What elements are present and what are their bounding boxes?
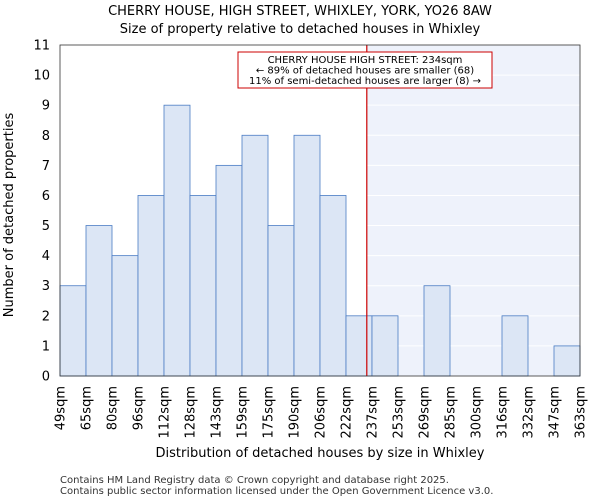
y-tick-label: 8 [42,129,50,144]
bar [553,345,581,377]
y-tick-label: 0 [42,370,50,385]
bar [163,104,191,377]
larger-region-shade [366,45,580,376]
bar [189,195,217,377]
bar [111,255,139,377]
x-tick-label: 347sqm [548,386,563,439]
bar [345,315,373,377]
bar [501,315,529,377]
x-tick-label: 332sqm [522,386,537,439]
bar [371,315,399,377]
y-tick-label: 10 [33,69,50,84]
bar [423,285,451,377]
chart-subtitle: Size of property relative to detached ho… [120,22,481,37]
x-tick-label: 159sqm [236,386,251,439]
x-axis-label: Distribution of detached houses by size … [156,446,485,461]
footer-line-1: Contains HM Land Registry data © Crown c… [60,475,449,486]
x-tick-label: 80sqm [106,386,121,430]
x-tick-label: 300sqm [470,386,485,439]
footer-line-2: Contains public sector information licen… [60,486,493,497]
x-tick-label: 237sqm [366,386,381,439]
y-tick-label: 9 [42,99,50,114]
annotation-line-2: ← 89% of detached houses are smaller (68… [256,66,474,77]
y-tick-label: 5 [42,219,50,234]
x-tick-label: 190sqm [288,386,303,439]
y-tick-label: 1 [42,339,50,354]
chart-title: CHERRY HOUSE, HIGH STREET, WHIXLEY, YORK… [108,4,492,19]
x-tick-label: 96sqm [132,386,147,430]
x-tick-label: 222sqm [340,386,355,439]
y-tick-label: 7 [42,159,50,174]
x-tick-label: 269sqm [418,386,433,439]
annotation-box: CHERRY HOUSE HIGH STREET: 234sqm ← 89% o… [237,51,493,89]
bar [137,195,165,377]
annotation-line-3: 11% of semi-detached houses are larger (… [249,76,481,87]
x-tick-label: 206sqm [314,386,329,439]
x-tick-label: 285sqm [444,386,459,439]
x-tick-labels: 49sqm 65sqm 80sqm 96sqm 112sqm 128sqm 143sqm 15… [54,386,589,439]
plot-area: 0 1 2 3 4 5 6 7 8 9 10 11 49sqm 65sqm 80sqm 96sqm 112sq… [33,39,588,439]
y-tick-label: 3 [42,279,50,294]
annotation-box-frame [237,51,493,89]
bar [59,285,87,377]
annotation-line-1: CHERRY HOUSE HIGH STREET: 234sqm [268,55,463,66]
y-tick-label: 11 [33,39,50,54]
x-tick-label: 65sqm [80,386,95,430]
y-axis-label: Number of detached properties [2,113,17,318]
x-tick-label: 316sqm [496,386,511,439]
x-tick-label: 112sqm [158,386,173,439]
bar [85,225,113,377]
y-tick-label: 2 [42,309,50,324]
y-tick-labels: 0 1 2 3 4 5 6 7 8 9 10 11 [33,39,50,385]
x-tick-label: 128sqm [184,386,199,439]
bar [319,195,347,377]
y-tick-label: 4 [42,249,50,264]
x-tick-label: 253sqm [392,386,407,439]
x-tick-label: 49sqm [54,386,69,430]
bar [267,225,295,377]
x-tick-label: 175sqm [262,386,277,439]
x-tick-label: 143sqm [210,386,225,439]
bar [241,134,269,377]
bar [293,134,321,377]
x-tick-label: 363sqm [574,386,589,439]
plot-frame [59,44,581,377]
y-tick-label: 6 [42,189,50,204]
bars [59,104,581,377]
bar [215,164,243,377]
